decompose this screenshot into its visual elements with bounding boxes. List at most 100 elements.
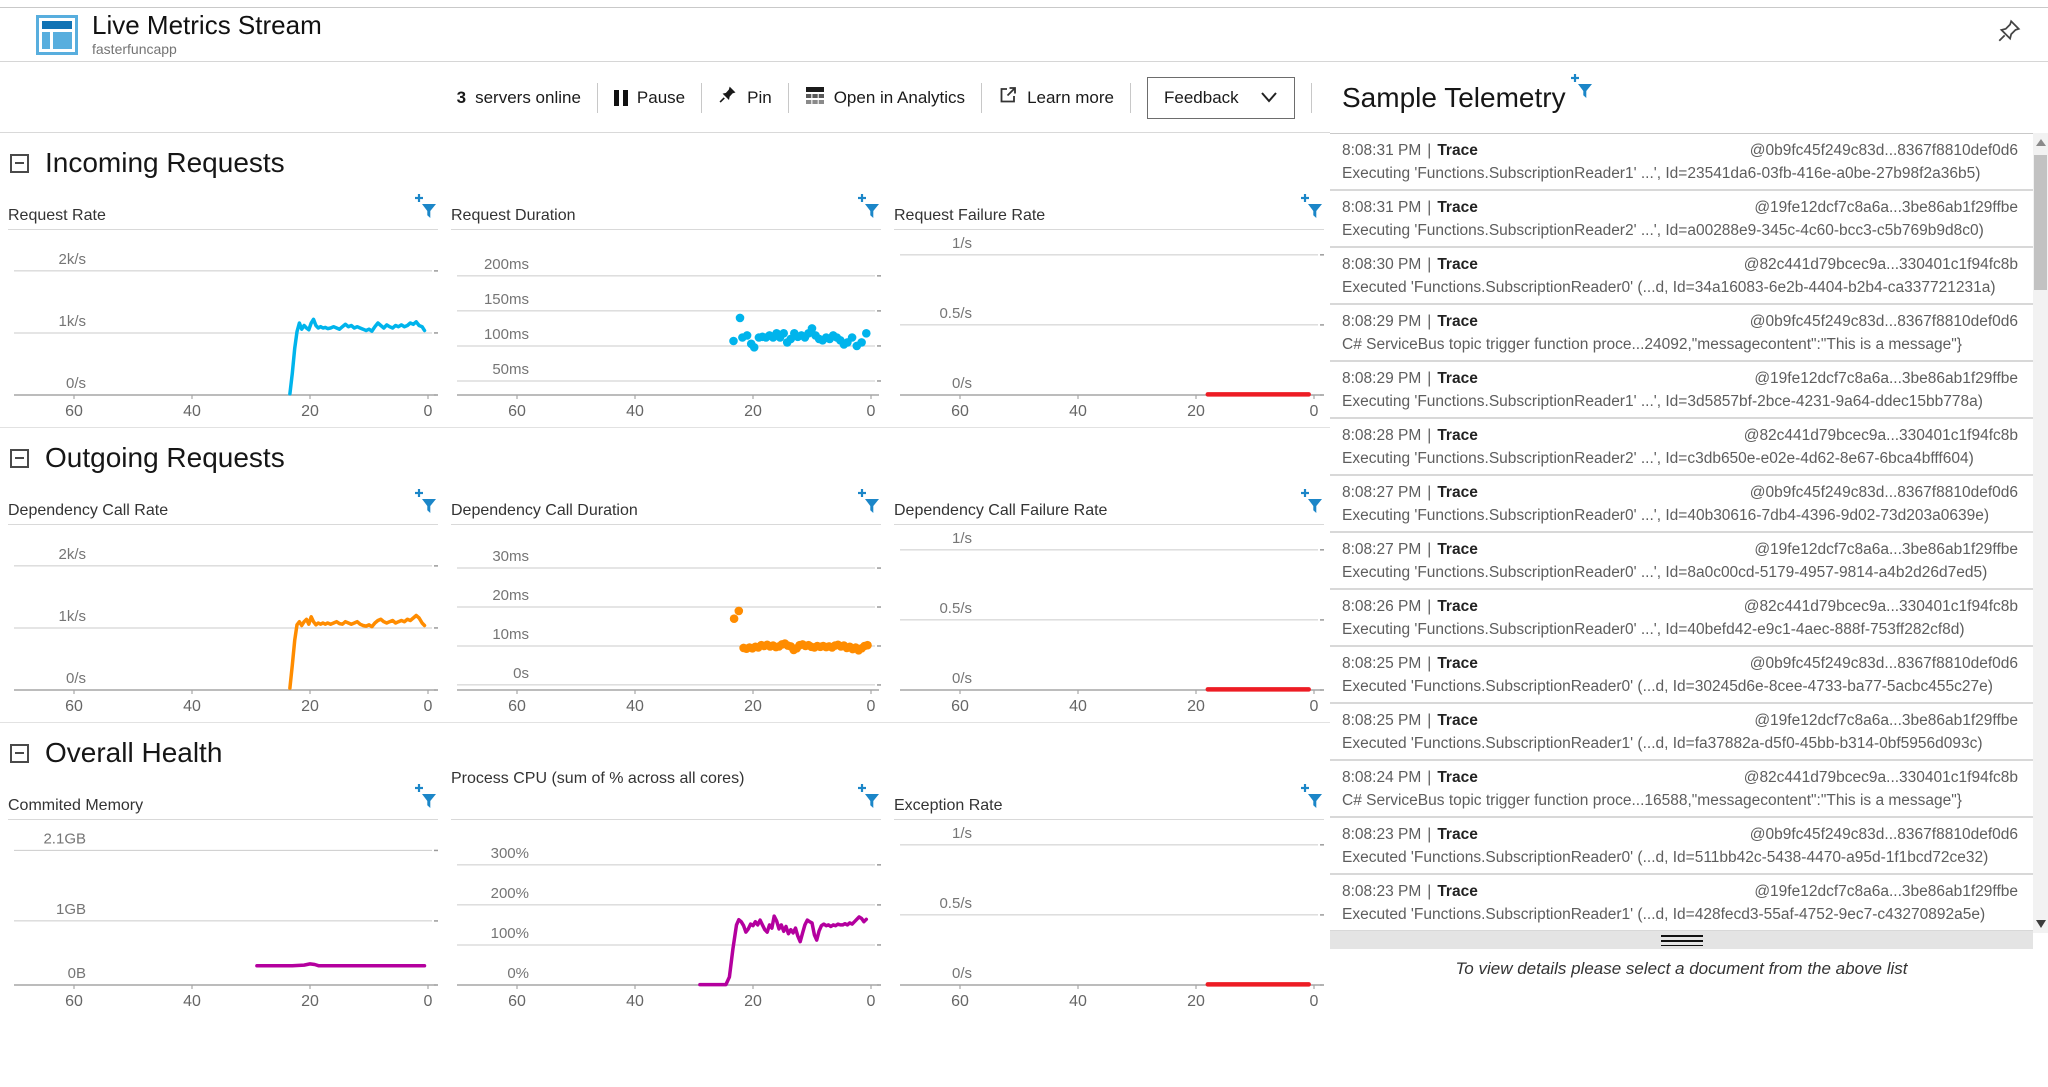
svg-text:40: 40: [1069, 698, 1087, 715]
section-title: Outgoing Requests: [45, 442, 285, 473]
chart-title: Exception Rate: [894, 797, 1003, 814]
svg-text:200%: 200%: [491, 885, 529, 902]
entry-instance-id: @82c441d79bcec9a...330401c1f94fc8b: [1743, 769, 2018, 786]
feedback-label: Feedback: [1164, 87, 1239, 107]
add-filter-icon[interactable]: [412, 783, 438, 815]
svg-text:60: 60: [65, 698, 83, 715]
entry-time: 8:08:26 PM: [1342, 598, 1422, 615]
dependency-call-failure-rate-chart: 1/s 0.5/s 0/s 60 40 20 0: [900, 530, 1324, 715]
chart-title: Request Duration: [451, 207, 576, 224]
feedback-dropdown[interactable]: Feedback: [1147, 76, 1295, 119]
svg-text:40: 40: [183, 993, 201, 1010]
svg-text:30ms: 30ms: [492, 548, 529, 565]
details-hint: To view details please select a document…: [1455, 959, 1908, 978]
arrow-down-icon: [2035, 920, 2046, 928]
svg-text:0/s: 0/s: [952, 965, 972, 982]
entry-instance-id: @82c441d79bcec9a...330401c1f94fc8b: [1743, 256, 2018, 273]
entry-instance-id: @19fe12dcf7c8a6a...3be86ab1f29ffbe: [1754, 541, 2018, 558]
telemetry-row[interactable]: 8:08:27 PM | Trace @0b9fc45f249c83d...83…: [1330, 476, 2048, 533]
telemetry-row[interactable]: 8:08:31 PM | Trace @19fe12dcf7c8a6a...3b…: [1330, 191, 2048, 248]
metrics-column: 3 servers online Pause Pin: [0, 63, 1330, 1087]
pin-blade-icon[interactable]: [1996, 18, 2022, 44]
telemetry-row[interactable]: 8:08:24 PM | Trace @82c441d79bcec9a...33…: [1330, 761, 2048, 818]
add-filter-icon[interactable]: [412, 193, 438, 225]
external-link-icon: [998, 85, 1018, 110]
svg-text:40: 40: [1069, 403, 1087, 420]
entry-time: 8:08:28 PM: [1342, 427, 1422, 444]
chart-title: Commited Memory: [8, 797, 144, 814]
chart-title: Process CPU (sum of % across all cores): [451, 770, 745, 787]
scroll-down-button[interactable]: [2033, 915, 2048, 933]
telemetry-title: Sample Telemetry: [1342, 82, 1566, 113]
scroll-thumb[interactable]: [2034, 155, 2047, 290]
entry-type: Trace: [1437, 370, 1478, 387]
svg-text:2k/s: 2k/s: [58, 546, 86, 563]
learn-more-link[interactable]: Learn more: [998, 85, 1114, 110]
telemetry-row[interactable]: 8:08:23 PM | Trace @0b9fc45f249c83d...83…: [1330, 818, 2048, 875]
entry-type: Trace: [1437, 427, 1478, 444]
svg-text:60: 60: [951, 993, 969, 1010]
add-filter-icon[interactable]: [1568, 73, 1594, 105]
telemetry-row[interactable]: 8:08:23 PM | Trace @19fe12dcf7c8a6a...3b…: [1330, 875, 2048, 932]
pause-button[interactable]: Pause: [613, 88, 685, 108]
svg-text:0: 0: [867, 993, 876, 1010]
svg-text:0.5/s: 0.5/s: [939, 600, 972, 617]
telemetry-scrollbar[interactable]: [2033, 133, 2048, 933]
svg-text:200ms: 200ms: [484, 256, 529, 273]
pin-button[interactable]: Pin: [718, 85, 772, 110]
entry-message: Executing 'Functions.SubscriptionReader2…: [1342, 450, 1974, 467]
telemetry-row[interactable]: 8:08:30 PM | Trace @82c441d79bcec9a...33…: [1330, 248, 2048, 305]
telemetry-row[interactable]: 8:08:25 PM | Trace @0b9fc45f249c83d...83…: [1330, 647, 2048, 704]
chart-card: Commited Memory 2.1GB 1GB 0B 60 40 20 0: [8, 783, 451, 1017]
add-filter-icon[interactable]: [855, 193, 881, 225]
collapse-section-icon[interactable]: [10, 153, 29, 173]
entry-time: 8:08:24 PM: [1342, 769, 1422, 786]
entry-separator: |: [1427, 142, 1432, 159]
entry-instance-id: @0b9fc45f249c83d...8367f8810def0d6: [1749, 313, 2018, 330]
analytics-label: Open in Analytics: [833, 87, 966, 107]
chart-card: Dependency Call Rate 2k/s 1k/s 0/s 60 40 20 0: [8, 488, 451, 722]
telemetry-row[interactable]: 8:08:29 PM | Trace @19fe12dcf7c8a6a...3b…: [1330, 362, 2048, 419]
entry-separator: |: [1427, 826, 1432, 843]
svg-text:60: 60: [508, 698, 526, 715]
svg-text:40: 40: [183, 403, 201, 420]
add-filter-icon[interactable]: [855, 488, 881, 520]
collapse-section-icon[interactable]: [10, 743, 29, 763]
entry-time: 8:08:27 PM: [1342, 484, 1422, 501]
telemetry-row[interactable]: 8:08:27 PM | Trace @19fe12dcf7c8a6a...3b…: [1330, 533, 2048, 590]
scroll-up-button[interactable]: [2033, 133, 2048, 151]
add-filter-icon[interactable]: [1298, 488, 1324, 520]
svg-text:1k/s: 1k/s: [58, 608, 86, 625]
svg-text:10ms: 10ms: [492, 626, 529, 643]
request-rate-chart: 2k/s 1k/s 0/s 60 40 20 0: [14, 251, 438, 420]
entry-type: Trace: [1437, 256, 1478, 273]
add-filter-icon[interactable]: [855, 783, 881, 815]
add-filter-icon[interactable]: [1298, 193, 1324, 225]
chart-card: Request Failure Rate 1/s 0.5/s 0/s 60 40 20 0: [894, 193, 1337, 427]
add-filter-icon[interactable]: [1298, 783, 1324, 815]
svg-text:60: 60: [508, 403, 526, 420]
telemetry-row[interactable]: 8:08:28 PM | Trace @82c441d79bcec9a...33…: [1330, 419, 2048, 476]
section-title: Incoming Requests: [45, 147, 285, 178]
add-filter-icon[interactable]: [412, 488, 438, 520]
open-in-analytics-button[interactable]: Open in Analytics: [805, 85, 965, 110]
telemetry-row[interactable]: 8:08:29 PM | Trace @0b9fc45f249c83d...83…: [1330, 305, 2048, 362]
chart-title: Dependency Call Duration: [451, 502, 638, 519]
telemetry-row[interactable]: 8:08:31 PM | Trace @0b9fc45f249c83d...83…: [1330, 134, 2048, 191]
collapse-section-icon[interactable]: [10, 448, 29, 468]
telemetry-row[interactable]: 8:08:26 PM | Trace @82c441d79bcec9a...33…: [1330, 590, 2048, 647]
chart-title: Request Rate: [8, 207, 106, 224]
entry-instance-id: @0b9fc45f249c83d...8367f8810def0d6: [1749, 484, 2018, 501]
svg-text:60: 60: [65, 993, 83, 1010]
list-resize-handle[interactable]: [1330, 931, 2033, 949]
page-title: Live Metrics Stream: [92, 10, 322, 40]
svg-text:1/s: 1/s: [952, 530, 972, 547]
dependency-call-duration-chart: 30ms 20ms 10ms 0s 60 40 20 0: [457, 548, 881, 715]
svg-text:0: 0: [867, 698, 876, 715]
svg-text:20: 20: [744, 403, 762, 420]
telemetry-row[interactable]: 8:08:25 PM | Trace @19fe12dcf7c8a6a...3b…: [1330, 704, 2048, 761]
entry-time: 8:08:23 PM: [1342, 883, 1422, 900]
process-cpu-chart: 300% 200% 100% 0% 60 40 20 0: [457, 845, 881, 1010]
entry-instance-id: @82c441d79bcec9a...330401c1f94fc8b: [1743, 427, 2018, 444]
entry-separator: |: [1427, 541, 1432, 558]
